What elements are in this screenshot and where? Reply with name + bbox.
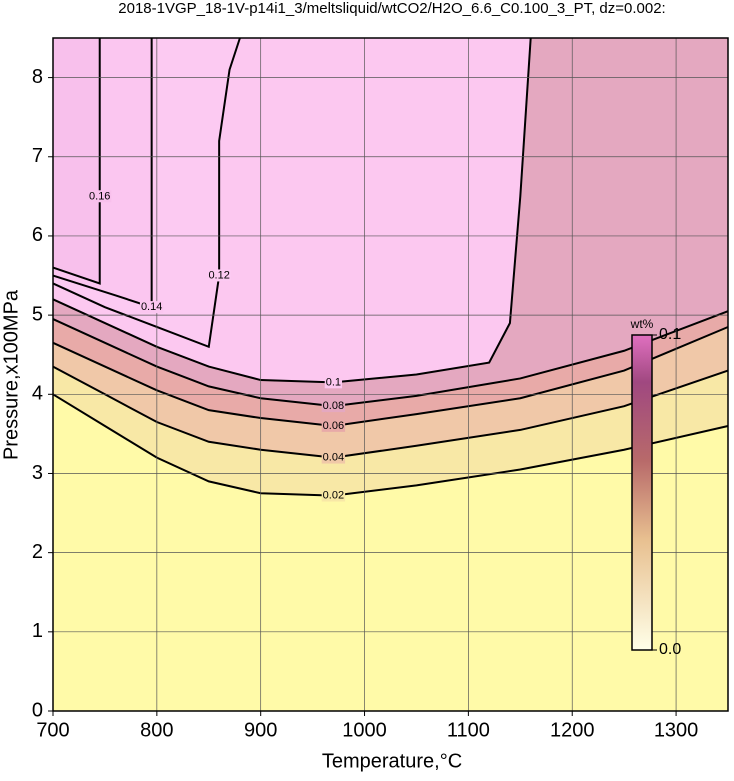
contour-label-bg <box>207 269 231 282</box>
contour-label: 0.12 <box>208 269 229 281</box>
y-tick-label: 7 <box>32 145 43 167</box>
x-tick-label: 900 <box>244 719 277 741</box>
contour-fill <box>53 38 100 284</box>
y-tick-label: 3 <box>32 462 43 484</box>
x-tick-label: 1200 <box>550 719 595 741</box>
y-tick-label: 4 <box>32 383 43 405</box>
contour-label-bg <box>321 400 346 413</box>
contour-label-bg <box>88 190 112 203</box>
contour-label: 0.04 <box>323 452 344 464</box>
contour-label: 0.08 <box>323 400 344 412</box>
contour-label: 0.1 <box>326 376 341 388</box>
y-axis-label: Pressure,x100MPa <box>0 289 22 460</box>
colorbar-label: wt% <box>630 317 654 331</box>
y-tick-label: 2 <box>32 541 43 563</box>
contour-label: 0.02 <box>323 490 344 502</box>
chart-title: 2018-1VGP_18-1V-p14i1_3/meltsliquid/wtCO… <box>118 0 665 17</box>
colorbar-tick-label: 0.1 <box>659 326 681 343</box>
contour-label: 0.16 <box>89 190 110 202</box>
contour-label-bg <box>139 301 164 314</box>
y-tick-label: 5 <box>32 303 43 325</box>
y-tick-label: 8 <box>32 66 43 88</box>
x-tick-label: 800 <box>140 719 173 741</box>
x-axis-label: Temperature,°C <box>322 750 462 772</box>
contour-label-bg <box>321 419 346 432</box>
y-tick-label: 6 <box>32 224 43 246</box>
x-tick-label: 1300 <box>654 719 699 741</box>
x-tick-label: 1100 <box>447 719 490 741</box>
contour-label: 0.14 <box>141 301 162 313</box>
x-tick-label: 1000 <box>342 719 387 741</box>
contour-label-bg <box>321 451 346 464</box>
contour-label-bg <box>321 489 346 502</box>
y-tick-label: 0 <box>32 699 43 721</box>
colorbar <box>631 334 653 651</box>
contour-line <box>52 37 241 349</box>
colorbar-tick-label: 0.0 <box>659 641 681 658</box>
contour-line <box>52 38 101 285</box>
plot-frame <box>52 37 729 712</box>
contour-label-bg <box>324 376 343 389</box>
y-tick-label: 1 <box>32 620 43 642</box>
x-tick-label: 700 <box>36 719 69 741</box>
contour-label: 0.06 <box>323 420 344 432</box>
